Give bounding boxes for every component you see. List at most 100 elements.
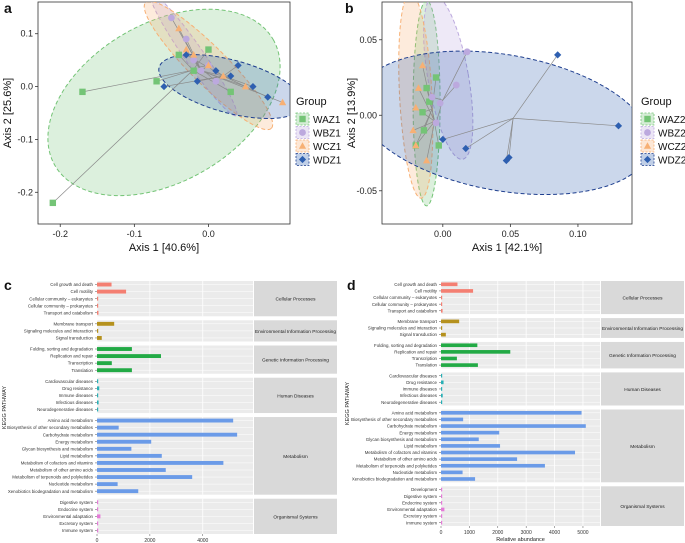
- bar: [97, 368, 132, 373]
- category-label: Glycan biosynthesis and metabolism: [22, 446, 94, 451]
- x-tick-label: 2000: [144, 538, 155, 543]
- facet-strip: [254, 320, 337, 342]
- bar: [441, 450, 576, 455]
- legend-label: WDZ1: [313, 156, 342, 167]
- point-WAZ2: [420, 127, 428, 134]
- category-label: Lipid metabolism: [60, 453, 93, 458]
- legend-label: WAZ2: [658, 115, 685, 126]
- y-axis-title: KEGG PATHWAY: [345, 382, 351, 426]
- point-WDZ2: [439, 135, 447, 144]
- bar: [97, 321, 115, 326]
- bar: [97, 361, 112, 366]
- panel-label: b: [345, 0, 354, 16]
- legend-title: Group: [296, 96, 327, 108]
- bar: [441, 501, 443, 505]
- bar: [441, 487, 443, 492]
- spoke-WCZ1: [200, 70, 224, 77]
- bar: [441, 282, 458, 287]
- x-tick-label: 0.10: [569, 229, 587, 239]
- point-WDZ1: [227, 72, 235, 80]
- point-WAZ1: [190, 67, 197, 74]
- x-tick-label: 2000: [492, 530, 503, 536]
- legend-marker: [298, 155, 307, 164]
- category-label: Signaling molecules and interaction: [368, 326, 438, 331]
- x-tick-label: 1000: [464, 530, 475, 536]
- category-label: Xenobiotics biodegradation and metabolis…: [352, 477, 438, 482]
- category-label: Metabolism of other amino acids: [374, 457, 438, 462]
- bar: [97, 379, 99, 384]
- category-label: Immune diseases: [403, 387, 438, 392]
- bar: [441, 463, 545, 468]
- category-label: Cell growth and death: [50, 282, 93, 287]
- point-WAZ1: [227, 88, 234, 96]
- spoke-WCZ2: [422, 65, 436, 122]
- spoke-WDZ1: [223, 65, 239, 77]
- bar: [441, 410, 582, 415]
- category-label: Endocrine system: [58, 507, 93, 512]
- y-axis-title: Axis 2 [25.6%]: [2, 78, 14, 148]
- point-WBZ1: [190, 56, 198, 64]
- facet-strip: [601, 281, 684, 315]
- point-WDZ1: [234, 61, 242, 70]
- bar: [97, 514, 101, 519]
- bar: [441, 319, 460, 324]
- category-label: Replication and repair: [50, 354, 93, 359]
- category-label: Carbohydrate metabolism: [43, 432, 94, 437]
- spoke-WCZ2: [412, 120, 435, 131]
- point-WCZ1: [190, 51, 198, 58]
- facet-background: [441, 486, 600, 526]
- facet-strip-label: Metabolism: [630, 444, 655, 450]
- bar: [97, 336, 102, 340]
- x-tick-label: 0.05: [502, 229, 520, 239]
- point-WAZ2: [423, 84, 430, 92]
- pcoa-panel-a: a -0.2 -0.1 0.0 0.1 0.0 -0.1 -0.2 Axis 1 [40.6%]…: [2, 0, 342, 254]
- bar: [97, 296, 99, 301]
- point-WAZ2: [419, 109, 426, 116]
- facet-strip: [601, 486, 684, 526]
- bar: [441, 350, 511, 354]
- bar: [97, 386, 100, 391]
- kegg-panel-d: d Cellular Processes Cell growth and death…: [345, 277, 684, 543]
- ellipse-WDZ2: [382, 50, 632, 196]
- category-label: Neurodegenerative diseases: [381, 400, 438, 405]
- facet-strip-label: Metabolism: [283, 454, 308, 460]
- point-WBZ2: [452, 81, 460, 89]
- x-tick-label: 4000: [197, 538, 208, 543]
- point-WDZ1: [249, 82, 257, 91]
- point-WAZ1: [79, 88, 86, 96]
- spoke-WCZ1: [178, 28, 202, 71]
- category-label: Metabolism of terpenoids and polyketides: [12, 475, 94, 480]
- bar: [441, 393, 443, 398]
- bar: [441, 363, 478, 367]
- category-label: Metabolism of terpenoids and polyketides: [356, 463, 438, 468]
- legend-label: WDZ2: [658, 156, 685, 167]
- bar: [97, 425, 119, 430]
- point-WCZ2: [418, 61, 427, 69]
- category-label: Digestive system: [404, 494, 438, 499]
- category-label: Biosynthesis of other secondary metaboli…: [351, 417, 438, 422]
- category-label: Infectious diseases: [56, 400, 94, 405]
- point-WAZ2: [426, 98, 433, 105]
- bar: [441, 430, 500, 435]
- x-axis-title: Axis 1 [40.6%]: [129, 242, 199, 254]
- spoke-WAZ2: [431, 77, 437, 110]
- bar: [97, 393, 99, 398]
- y-tick-label: 0.05: [359, 35, 377, 45]
- category-label: Energy metabolism: [55, 439, 93, 444]
- category-label: Membrane transport: [53, 321, 93, 326]
- spoke-WAZ1: [192, 49, 209, 71]
- point-WBZ1: [212, 77, 220, 85]
- bar: [97, 418, 234, 423]
- category-label: Cellular community – eukaryotes: [373, 295, 437, 300]
- category-label: Cellular community – prokaryotes: [28, 303, 94, 308]
- legend-marker: [298, 142, 307, 149]
- bar: [97, 407, 99, 412]
- facet-strip: [601, 318, 684, 338]
- spoke-WDZ2: [508, 118, 514, 158]
- category-label: Cell growth and death: [394, 282, 437, 287]
- category-label: Cellular community – eukaryotes: [29, 296, 93, 301]
- point-WAZ1: [205, 46, 212, 53]
- spoke-WAZ1: [156, 69, 194, 82]
- legend: Group WAZ1 WBZ1 WCZ1 WDZ1: [295, 96, 342, 167]
- legend-label: WCZ2: [658, 142, 685, 153]
